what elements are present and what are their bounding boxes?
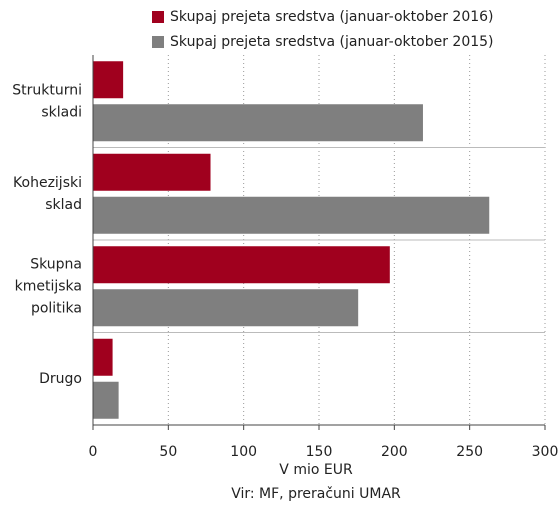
bar xyxy=(93,196,490,234)
y-tick-label: Skupna xyxy=(30,256,82,272)
y-tick-label: skladi xyxy=(41,104,82,120)
legend-label: Skupaj prejeta sredstva (januar-oktober … xyxy=(170,34,494,50)
source: Vir: MF, preračuni UMAR xyxy=(231,486,401,502)
legend-swatch xyxy=(152,11,164,23)
y-tick-label: politika xyxy=(31,300,82,316)
y-tick-label: Kohezijski xyxy=(13,175,82,191)
y-tick-label: Drugo xyxy=(39,371,82,387)
bar xyxy=(93,153,211,191)
bar xyxy=(93,61,124,99)
x-tick-label: 200 xyxy=(381,444,408,460)
bar xyxy=(93,338,113,376)
y-tick-label: sklad xyxy=(45,197,82,213)
x-tick-label: 50 xyxy=(159,444,177,460)
bar xyxy=(93,289,359,327)
bar xyxy=(93,246,390,284)
x-tick-label: 0 xyxy=(89,444,98,460)
bar xyxy=(93,381,119,419)
y-tick-label: kmetijska xyxy=(15,278,82,294)
x-tick-label: 150 xyxy=(306,444,333,460)
x-tick-label: 300 xyxy=(532,444,559,460)
x-tick-label: 100 xyxy=(230,444,257,460)
x-tick-label: 250 xyxy=(456,444,483,460)
bar xyxy=(93,104,423,142)
y-tick-label: Strukturni xyxy=(12,82,82,98)
x-axis-label: V mio EUR xyxy=(279,462,353,478)
legend-swatch xyxy=(152,36,164,48)
legend-label: Skupaj prejeta sredstva (januar-oktober … xyxy=(170,9,494,25)
